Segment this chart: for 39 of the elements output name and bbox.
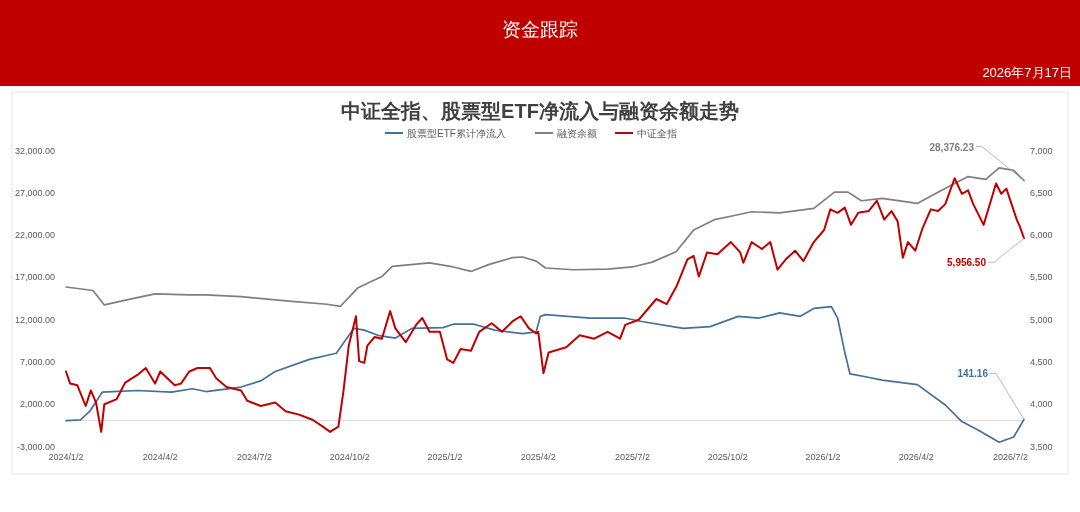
x-tick-label: 2024/10/2	[329, 452, 370, 462]
x-tick-label: 2025/7/2	[614, 452, 651, 462]
y-tick-label: 27,000.00	[14, 187, 55, 198]
y-tick-label: 7,000.00	[19, 356, 55, 367]
x-tick-label: 2025/10/2	[707, 452, 748, 462]
line-series	[65, 167, 1025, 308]
legend-label: 股票型ETF累计净流入	[407, 128, 506, 139]
y2-tick-label: 7,000	[1030, 145, 1053, 156]
y2-tick-label: 5,500	[1030, 272, 1053, 283]
legend-label: 融资余额	[557, 128, 597, 139]
data-label: 141.16	[957, 368, 989, 380]
data-label: 5,956.50	[947, 257, 987, 269]
y-tick-label: -3,000.00	[16, 441, 55, 452]
y2-tick-label: 6,500	[1030, 187, 1053, 198]
y2-tick-label: 6,000	[1030, 230, 1053, 241]
header: 资金跟踪	[502, 19, 578, 40]
legend-label: 中证全指	[637, 128, 677, 139]
x-tick-label: 2025/1/2	[427, 452, 463, 462]
x-tick-label: 2024/4/2	[142, 452, 178, 462]
x-tick-label: 2024/7/2	[236, 452, 273, 462]
y-tick-label: 22,000.00	[14, 230, 55, 241]
chart-title: 中证全指、股票型ETF净流入与融资余额走势	[341, 100, 739, 122]
x-tick-label: 2025/4/2	[520, 452, 556, 462]
y2-tick-label: 4,500	[1030, 356, 1053, 367]
x-tick-label: 2026/4/2	[898, 452, 934, 462]
date: 2026年7月17日	[982, 65, 1072, 80]
line-series	[65, 305, 1025, 444]
y2-tick-label: 3,500	[1030, 441, 1053, 452]
y-tick-label: 32,000.00	[14, 145, 55, 156]
y2-tick-label: 5,000	[1030, 314, 1053, 325]
x-tick-label: 2026/1/2	[805, 452, 841, 462]
y-tick-label: 12,000.00	[14, 314, 55, 325]
data-label: 28,376.23	[929, 141, 975, 153]
y-tick-label: 17,000.00	[14, 272, 55, 283]
y2-tick-label: 4,000	[1030, 399, 1053, 410]
y-tick-label: 2,000.00	[19, 399, 55, 410]
x-tick-label: 2024/1/2	[48, 452, 84, 462]
x-tick-label: 2026/7/2	[993, 452, 1029, 462]
line-series	[65, 177, 1025, 433]
